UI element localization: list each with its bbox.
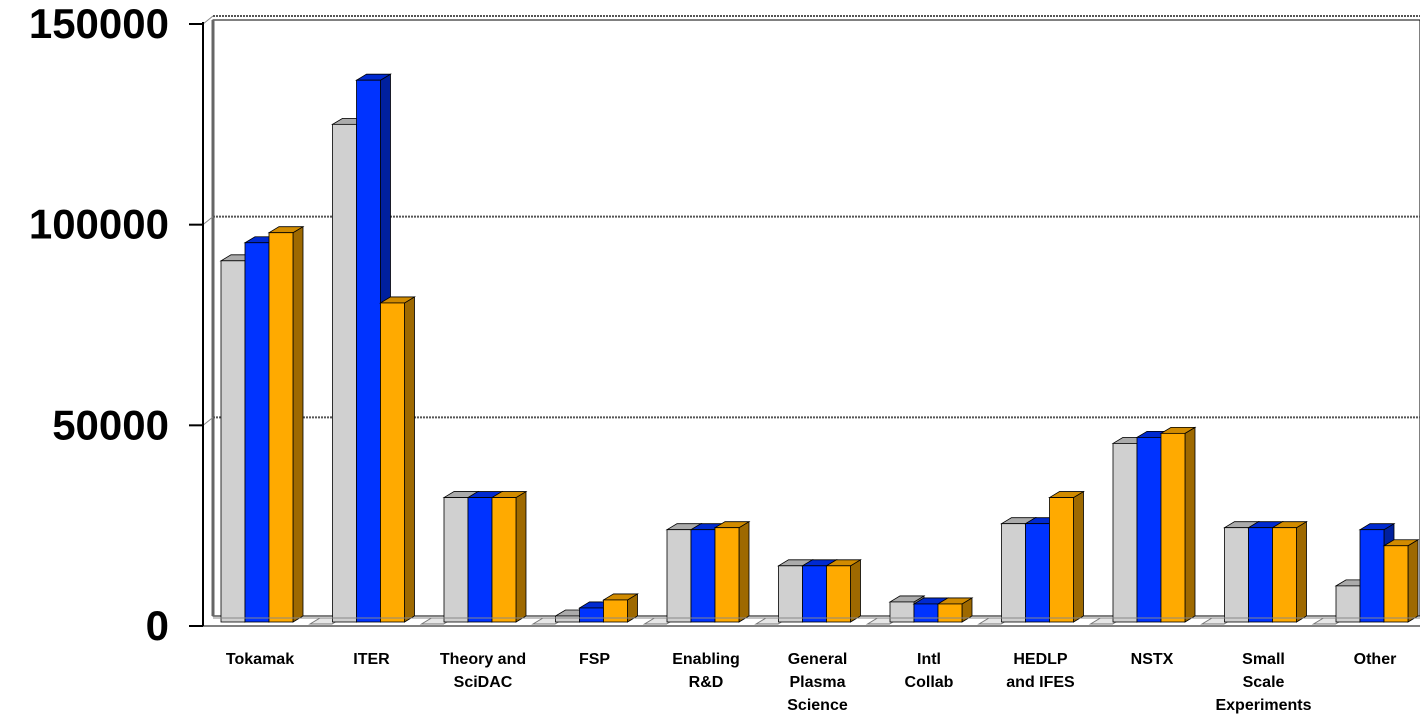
- x-tick-label: Tokamak: [226, 651, 294, 668]
- bar: [1159, 426, 1197, 623]
- bar-front: [244, 242, 270, 623]
- y-tick-label: 100000: [29, 201, 169, 248]
- bar-front: [380, 302, 405, 623]
- gridline-depth: [202, 15, 214, 25]
- bar-front: [889, 601, 915, 623]
- bar-side: [515, 490, 527, 623]
- bar-front: [1272, 527, 1297, 623]
- bar-front: [1025, 523, 1050, 623]
- y-tick-label: 50000: [52, 401, 169, 448]
- bar-front: [443, 497, 469, 623]
- bar-side: [1296, 520, 1307, 623]
- bar: [713, 520, 751, 623]
- bar-front: [1112, 443, 1138, 623]
- bar-front: [332, 123, 357, 623]
- bar-front: [778, 565, 803, 623]
- x-tick-label: ITER: [353, 651, 390, 668]
- bar: [267, 226, 305, 623]
- bar-front: [1383, 545, 1409, 623]
- bar: [490, 490, 528, 623]
- bar-front: [714, 527, 740, 623]
- bar-side: [1184, 426, 1196, 623]
- x-tick-label: Other: [1354, 651, 1397, 668]
- bar-front: [491, 497, 517, 623]
- bar-front: [268, 232, 294, 623]
- bar: [825, 559, 862, 623]
- bar-front: [1160, 432, 1186, 623]
- bar: [936, 597, 974, 623]
- gridline-depth: [202, 216, 214, 226]
- x-tick-label: NSTX: [1131, 651, 1174, 668]
- bar-front: [913, 603, 939, 623]
- x-tick-label: Small Scale Experiments: [1215, 651, 1311, 714]
- bar-front: [579, 607, 604, 623]
- bar-side: [404, 296, 415, 623]
- bar: [665, 522, 703, 623]
- bar-side: [292, 226, 304, 623]
- x-tick-label: HEDLP and IFES: [1006, 651, 1075, 691]
- x-tick-label: General Plasma Science: [787, 651, 848, 714]
- bar: [379, 296, 416, 623]
- bar-front: [826, 565, 851, 623]
- x-tick-label: Intl Collab: [905, 651, 954, 691]
- chart-axes: [189, 22, 1420, 627]
- bar-side: [1407, 539, 1419, 623]
- bar-front: [356, 79, 381, 623]
- x-tick-label: Theory and SciDAC: [440, 651, 526, 691]
- bar-front: [555, 615, 580, 623]
- bar-front: [802, 565, 827, 623]
- y-tick-label: 150000: [29, 0, 169, 47]
- bar-side: [850, 559, 861, 623]
- y-tick-label: 0: [146, 602, 169, 649]
- bar-front: [220, 260, 246, 623]
- bar-front: [1136, 436, 1162, 623]
- bar-front: [1335, 585, 1361, 623]
- bar-front: [666, 529, 692, 623]
- bar-front: [1359, 529, 1385, 623]
- bar-front: [603, 599, 628, 623]
- bar-front: [937, 603, 963, 623]
- bar: [1382, 539, 1420, 623]
- bar: [602, 593, 639, 623]
- chart-bars: [219, 73, 1420, 625]
- bar-front: [690, 529, 716, 623]
- bar: [1048, 490, 1085, 623]
- bar-front: [1224, 527, 1249, 623]
- x-tick-label: Enabling R&D: [672, 651, 740, 691]
- bar-front: [1001, 523, 1026, 623]
- bar-front: [467, 497, 493, 623]
- x-tick-label: FSP: [579, 651, 610, 668]
- chart-tick-labels: 0 50000 100000 150000 Tokamak ITER Theory and S…: [29, 0, 1396, 714]
- bar: [1271, 520, 1308, 623]
- bar-front: [1049, 497, 1074, 623]
- bar-side: [738, 520, 750, 623]
- gridline-depth: [202, 416, 214, 426]
- bar-side: [1073, 490, 1084, 623]
- bar-front: [1248, 527, 1273, 623]
